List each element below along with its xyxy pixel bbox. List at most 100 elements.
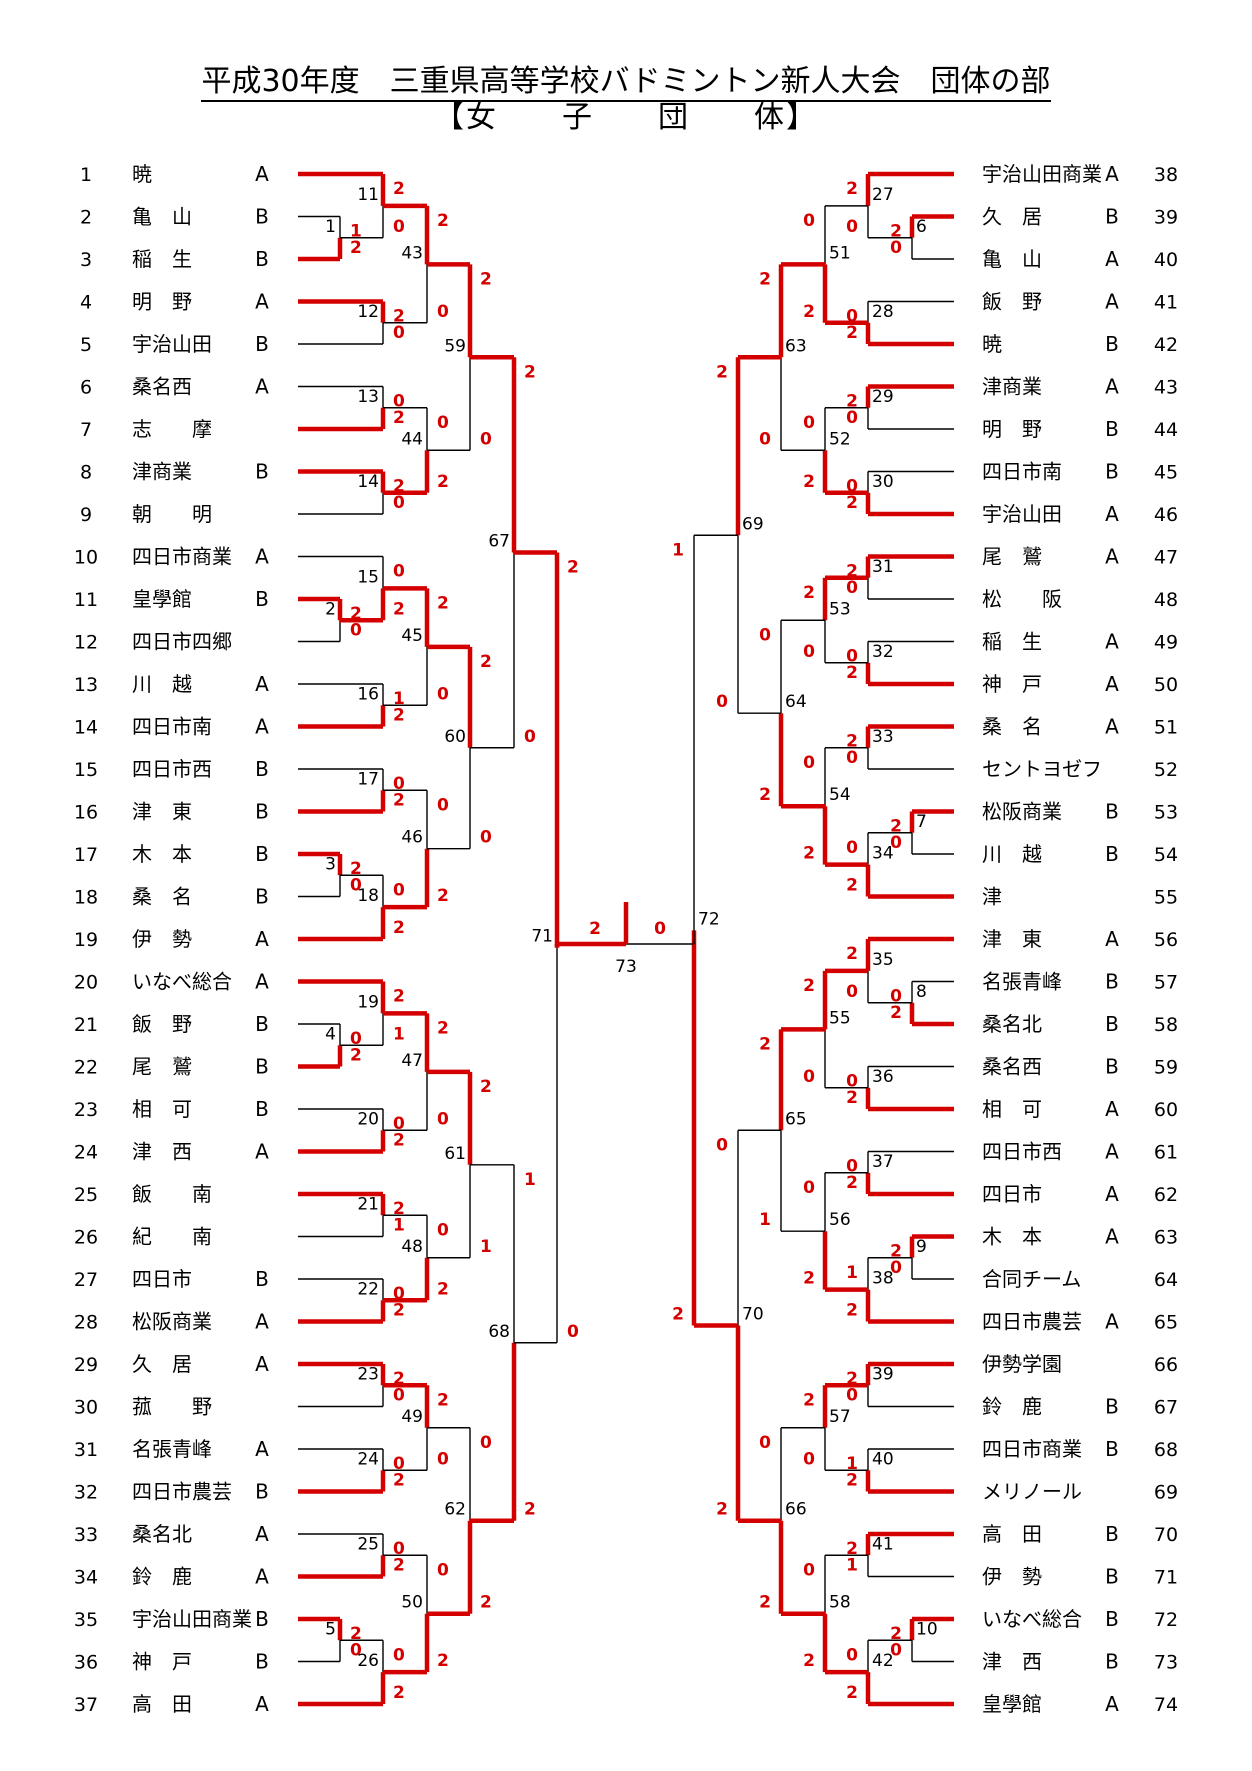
match-number: 8	[916, 982, 927, 1002]
team-number: 27	[74, 1269, 98, 1291]
team-number: 73	[1154, 1652, 1178, 1674]
team-suffix: A	[255, 1140, 269, 1164]
match-score: 0	[846, 1645, 858, 1665]
match-score: 2	[437, 1390, 449, 1410]
team-name: 四日市南	[982, 460, 1062, 484]
match-score: 1	[846, 1556, 858, 1576]
match-score: 0	[480, 1433, 492, 1453]
team-suffix: B	[1105, 1055, 1119, 1079]
team-number: 47	[1154, 547, 1178, 569]
team-suffix: A	[255, 1352, 269, 1376]
team-number: 58	[1154, 1014, 1178, 1036]
team-number: 2	[80, 207, 92, 229]
match-number: 36	[872, 1067, 894, 1087]
team-suffix: A	[255, 927, 269, 951]
team-name: 暁	[132, 162, 152, 186]
team-number: 19	[74, 929, 98, 951]
team-name: 木 本	[132, 842, 192, 866]
team-suffix: A	[255, 290, 269, 314]
team-suffix: B	[1105, 1650, 1119, 1674]
team-suffix: B	[255, 757, 269, 781]
team-suffix: B	[255, 247, 269, 271]
match-score: 0	[393, 1645, 405, 1665]
match-number: 47	[401, 1051, 423, 1071]
team-number: 50	[1154, 674, 1178, 696]
match-number: 54	[829, 785, 851, 805]
team-name: 相 可	[132, 1097, 192, 1121]
match-score: 2	[350, 1046, 362, 1066]
match-score: 0	[437, 1109, 449, 1129]
team-name: いなべ総合	[982, 1607, 1082, 1631]
match-score: 2	[672, 1304, 684, 1324]
team-name: 津	[982, 885, 1002, 909]
match-score: 0	[890, 1258, 902, 1278]
match-score: 0	[393, 392, 405, 412]
match-score: 2	[846, 1088, 858, 1108]
team-number: 49	[1154, 632, 1178, 654]
match-score: 0	[393, 493, 405, 513]
match-number: 37	[872, 1152, 894, 1172]
match-score: 0	[437, 1560, 449, 1580]
match-score: 1	[393, 1216, 405, 1236]
team-name: 津 西	[982, 1650, 1042, 1674]
match-number: 3	[325, 854, 336, 874]
match-score: 2	[846, 876, 858, 896]
match-score: 2	[803, 1269, 815, 1289]
match-score: 1	[393, 1024, 405, 1044]
team-suffix: A	[1105, 927, 1119, 951]
match-score: 2	[393, 1556, 405, 1576]
team-suffix: A	[255, 970, 269, 994]
match-number: 57	[829, 1407, 851, 1427]
match-score: 2	[846, 323, 858, 343]
match-score: 2	[890, 817, 902, 837]
team-number: 44	[1154, 419, 1178, 441]
team-name: 四日市農芸	[982, 1310, 1082, 1334]
match-score: 0	[437, 1449, 449, 1469]
team-name: 四日市農芸	[132, 1480, 232, 1504]
match-score: 0	[437, 795, 449, 815]
team-name: 伊勢学園	[982, 1352, 1062, 1376]
match-number: 6	[916, 217, 927, 237]
team-number: 16	[74, 802, 98, 824]
match-score: 2	[393, 1471, 405, 1491]
match-score: 0	[803, 1178, 815, 1198]
team-suffix: A	[1105, 1692, 1119, 1716]
team-number: 12	[74, 632, 98, 654]
match-number: 62	[444, 1500, 466, 1520]
match-score: 2	[803, 844, 815, 864]
match-score: 0	[890, 833, 902, 853]
team-name: 神 戸	[132, 1650, 192, 1674]
match-score: 1	[672, 540, 684, 560]
match-score: 0	[759, 625, 771, 645]
match-score: 2	[803, 1390, 815, 1410]
team-name: 津 東	[982, 927, 1042, 951]
match-number: 46	[401, 828, 423, 848]
match-score: 0	[350, 621, 362, 641]
match-number: 35	[872, 950, 894, 970]
team-number: 41	[1154, 292, 1178, 314]
team-suffix: A	[255, 1565, 269, 1589]
match-score: 0	[890, 1641, 902, 1661]
team-name: 桑名西	[132, 375, 192, 399]
team-suffix: A	[1105, 290, 1119, 314]
match-score: 2	[393, 477, 405, 497]
match-score: 2	[350, 1624, 362, 1644]
team-suffix: B	[255, 1607, 269, 1631]
match-score: 0	[759, 429, 771, 449]
team-name: 四日市四郷	[132, 630, 232, 654]
team-number: 63	[1154, 1227, 1178, 1249]
team-name: 稲 生	[132, 247, 192, 271]
team-number: 24	[74, 1142, 98, 1164]
team-suffix: B	[255, 1480, 269, 1504]
team-name: セントヨゼフ	[982, 757, 1102, 781]
match-score: 1	[350, 222, 362, 242]
team-name: 四日市西	[132, 757, 212, 781]
team-name: 桑 名	[132, 885, 192, 909]
team-number: 70	[1154, 1524, 1178, 1546]
team-number: 29	[74, 1354, 98, 1376]
match-number: 63	[785, 336, 807, 356]
match-score: 0	[890, 987, 902, 1007]
team-name: 尾 鷲	[982, 545, 1042, 569]
match-score: 0	[480, 429, 492, 449]
